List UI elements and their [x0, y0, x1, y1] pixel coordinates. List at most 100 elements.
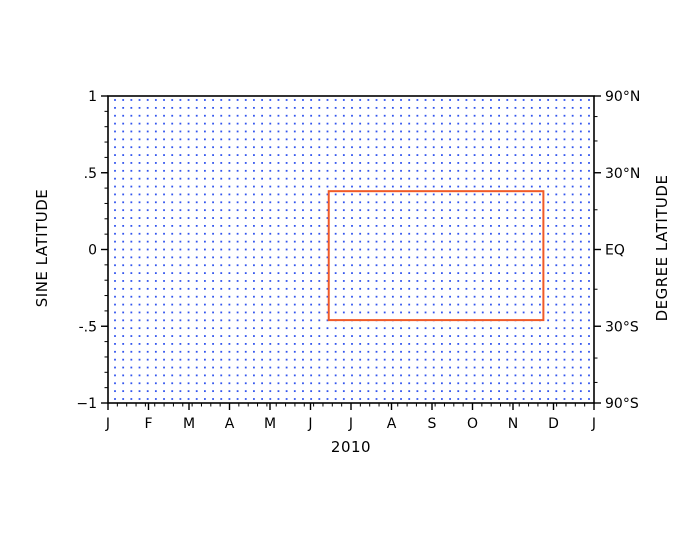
grid-point [269, 343, 272, 345]
grid-point [514, 398, 517, 400]
grid-point [383, 114, 386, 117]
grid-point [212, 224, 214, 227]
grid-point [293, 209, 296, 212]
grid-point [367, 130, 370, 133]
grid-point [530, 343, 533, 345]
grid-point [334, 185, 337, 188]
grid-point [204, 350, 206, 353]
grid-point [416, 209, 419, 212]
grid-point [530, 232, 533, 235]
grid-point [195, 209, 198, 212]
grid-point [579, 154, 582, 156]
grid-point [220, 319, 223, 322]
grid-point [204, 366, 206, 369]
grid-point [465, 335, 468, 337]
grid-point [138, 390, 141, 393]
grid-point [179, 146, 182, 149]
grid-point [522, 240, 525, 243]
grid-point [588, 224, 590, 227]
grid-point [579, 374, 582, 377]
grid-point [228, 287, 231, 290]
grid-point [130, 217, 133, 219]
grid-point [563, 295, 566, 298]
grid-point [490, 154, 492, 156]
grid-point [400, 209, 402, 212]
grid-point [514, 366, 517, 369]
grid-point [310, 264, 313, 267]
grid-point [514, 358, 517, 361]
grid-point [383, 106, 386, 109]
grid-point [367, 272, 370, 275]
grid-point [481, 382, 484, 385]
grid-point [351, 240, 353, 243]
grid-point [285, 185, 288, 188]
grid-point [375, 193, 378, 196]
grid-point [449, 350, 451, 353]
grid-point [261, 350, 263, 353]
grid-point [351, 311, 353, 314]
grid-point [547, 358, 550, 361]
grid-point [293, 224, 296, 227]
grid-point [441, 185, 443, 188]
grid-point [154, 99, 157, 101]
grid-point [408, 122, 411, 125]
grid-point [318, 350, 321, 353]
grid-point [269, 256, 272, 259]
grid-point [506, 106, 509, 109]
grid-point [285, 335, 288, 337]
grid-point [457, 240, 460, 243]
grid-point [228, 295, 231, 298]
grid-point [416, 122, 419, 125]
grid-point [130, 154, 133, 156]
grid-point [441, 382, 443, 385]
grid-point [342, 122, 345, 125]
grid-point [400, 343, 402, 345]
grid-point [432, 295, 435, 298]
grid-point [391, 122, 394, 125]
grid-point [220, 343, 223, 345]
grid-point [441, 358, 443, 361]
grid-point [522, 169, 525, 172]
grid-point [318, 146, 321, 149]
grid-point [261, 311, 263, 314]
grid-point [293, 217, 296, 219]
grid-point [400, 256, 402, 259]
grid-point [441, 162, 443, 164]
grid-point [171, 303, 174, 306]
grid-point [285, 256, 288, 259]
grid-point [383, 343, 386, 345]
grid-point [326, 193, 329, 196]
grid-point [473, 122, 476, 125]
grid-point [228, 106, 231, 109]
grid-point [277, 398, 280, 400]
grid-point [408, 162, 411, 164]
grid-point [498, 264, 500, 267]
grid-point [334, 146, 337, 149]
grid-point [571, 138, 574, 141]
grid-point [351, 382, 353, 385]
grid-point [408, 327, 411, 330]
grid-point [490, 99, 492, 101]
grid-point [269, 217, 272, 219]
grid-point [236, 99, 239, 101]
grid-point [138, 264, 141, 267]
grid-point [539, 99, 541, 101]
grid-point [269, 201, 272, 204]
grid-point [228, 146, 231, 149]
grid-point [473, 398, 476, 400]
grid-point [522, 303, 525, 306]
grid-point [138, 122, 141, 125]
grid-point [481, 209, 484, 212]
grid-point [146, 374, 149, 377]
grid-point [114, 398, 116, 400]
grid-point [408, 106, 411, 109]
grid-point [326, 295, 329, 298]
grid-point [481, 303, 484, 306]
grid-point [228, 177, 231, 180]
grid-point [498, 311, 500, 314]
grid-point [261, 154, 263, 156]
grid-point [130, 390, 133, 393]
grid-point [342, 99, 345, 101]
grid-point [465, 232, 468, 235]
grid-point [244, 366, 247, 369]
